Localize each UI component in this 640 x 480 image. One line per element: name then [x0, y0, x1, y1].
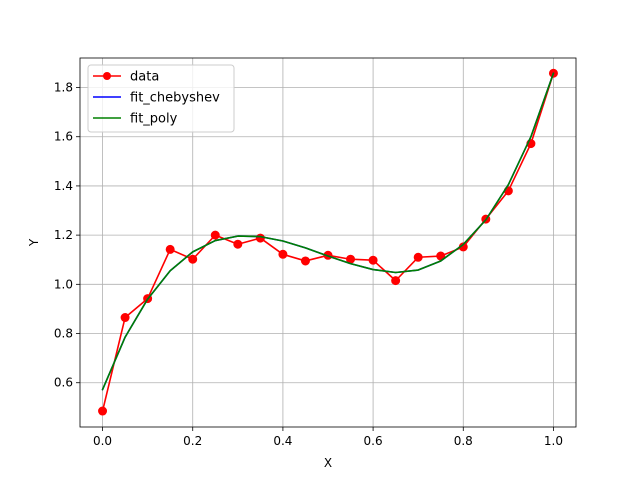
data-point	[300, 256, 310, 266]
data-point	[120, 313, 130, 323]
x-tick-label: 1.0	[544, 434, 563, 448]
data-point	[391, 276, 401, 286]
y-tick-label: 1.6	[54, 130, 73, 144]
legend-label-fit-poly: fit_poly	[130, 112, 178, 127]
data-point	[413, 252, 423, 262]
ticks: 0.0 0.2 0.4 0.6 0.8 1.0 0.6 0.8 1.0 1.2 1.4 1.6 1.8	[54, 81, 563, 448]
data-point	[233, 239, 243, 249]
legend-box	[87, 64, 235, 133]
y-tick-label: 1.2	[54, 228, 73, 242]
legend-label-data: data	[130, 70, 159, 85]
y-tick-label: 1.0	[54, 277, 73, 291]
x-tick-label: 0.6	[364, 434, 383, 448]
legend-items: data fit_chebyshev fit_poly	[93, 70, 220, 127]
x-tick-label: 0.0	[93, 434, 112, 448]
legend: data fit_chebyshev fit_poly	[87, 64, 235, 133]
data-point	[98, 406, 108, 416]
y-tick-label: 0.6	[54, 376, 73, 390]
x-tick-label: 0.4	[273, 434, 292, 448]
data-point	[210, 230, 220, 240]
y-axis-label: Y	[27, 238, 41, 247]
data-point	[278, 249, 288, 259]
x-tick-label: 0.2	[183, 434, 202, 448]
y-tick-label: 0.8	[54, 327, 73, 341]
y-tick-label: 1.8	[54, 81, 73, 95]
x-tick-label: 0.8	[454, 434, 473, 448]
axes-frame	[79, 57, 577, 428]
grid	[80, 58, 576, 427]
data-point	[368, 255, 378, 265]
data-point	[255, 233, 265, 243]
y-tick-label: 1.4	[54, 179, 73, 193]
legend-label-fit-chebyshev: fit_chebyshev	[130, 91, 220, 106]
series-line-fit-poly	[101, 72, 555, 391]
series-layer	[98, 68, 558, 416]
data-point	[165, 244, 175, 254]
legend-marker-data	[103, 72, 111, 80]
data-point	[188, 254, 198, 264]
x-axis-label: X	[324, 456, 332, 470]
